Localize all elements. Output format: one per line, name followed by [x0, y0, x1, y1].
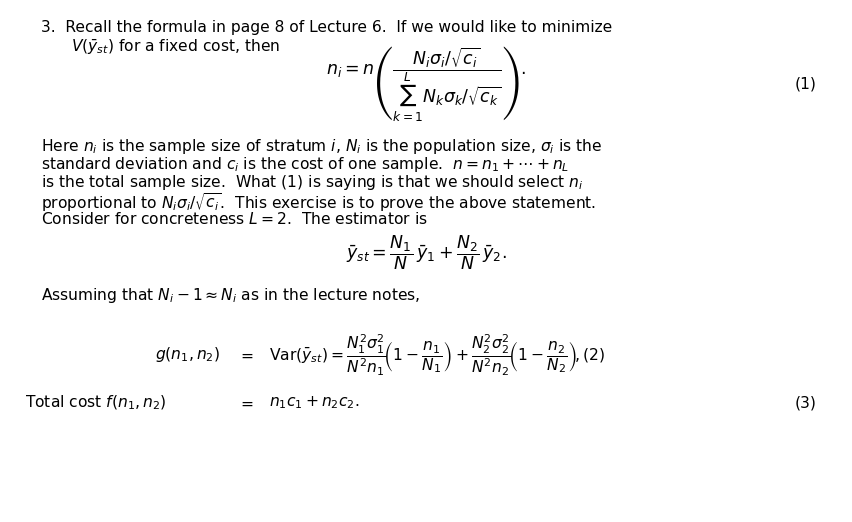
Text: Here $n_i$ is the sample size of stratum $i$, $N_i$ is the population size, $\si: Here $n_i$ is the sample size of stratum… [41, 137, 602, 156]
Text: Assuming that $N_i - 1 \approx N_i$ as in the lecture notes,: Assuming that $N_i - 1 \approx N_i$ as i… [41, 286, 420, 305]
Text: standard deviation and $c_i$ is the cost of one sample.  $n = n_1 + \cdots + n_L: standard deviation and $c_i$ is the cost… [41, 155, 569, 174]
Text: $V(\bar{y}_{st})$ for a fixed cost, then: $V(\bar{y}_{st})$ for a fixed cost, then [71, 38, 279, 57]
Text: 3.  Recall the formula in page 8 of Lecture 6.  If we would like to minimize: 3. Recall the formula in page 8 of Lectu… [41, 20, 612, 35]
Text: (1): (1) [794, 76, 816, 91]
Text: $g(n_1, n_2)$: $g(n_1, n_2)$ [155, 346, 220, 364]
Text: proportional to $N_i\sigma_i/\sqrt{c_i}$.  This exercise is to prove the above s: proportional to $N_i\sigma_i/\sqrt{c_i}$… [41, 192, 596, 214]
Text: Consider for concreteness $L = 2$.  The estimator is: Consider for concreteness $L = 2$. The e… [41, 211, 428, 228]
Text: is the total sample size.  What (1) is saying is that we should select $n_i$: is the total sample size. What (1) is sa… [41, 173, 584, 192]
Text: (3): (3) [794, 396, 816, 410]
Text: Total cost $f(n_1, n_2)$: Total cost $f(n_1, n_2)$ [25, 394, 166, 412]
Text: $n_1c_1 + n_2c_2.$: $n_1c_1 + n_2c_2.$ [269, 395, 360, 411]
Text: $=$: $=$ [237, 348, 253, 362]
Text: $n_i = n\left(\dfrac{N_i\sigma_i/\sqrt{c_i}}{\sum_{k=1}^{L} N_k\sigma_k/\sqrt{c_: $n_i = n\left(\dfrac{N_i\sigma_i/\sqrt{c… [325, 44, 527, 123]
Text: $\mathrm{Var}(\bar{y}_{st}) = \dfrac{N_1^2\sigma_1^2}{N^2 n_1}\!\left(1 - \dfrac: $\mathrm{Var}(\bar{y}_{st}) = \dfrac{N_1… [269, 332, 606, 378]
Text: $=$: $=$ [237, 396, 253, 410]
Text: $\bar{y}_{st} = \dfrac{N_1}{N}\,\bar{y}_1 + \dfrac{N_2}{N}\,\bar{y}_2.$: $\bar{y}_{st} = \dfrac{N_1}{N}\,\bar{y}_… [346, 234, 506, 272]
